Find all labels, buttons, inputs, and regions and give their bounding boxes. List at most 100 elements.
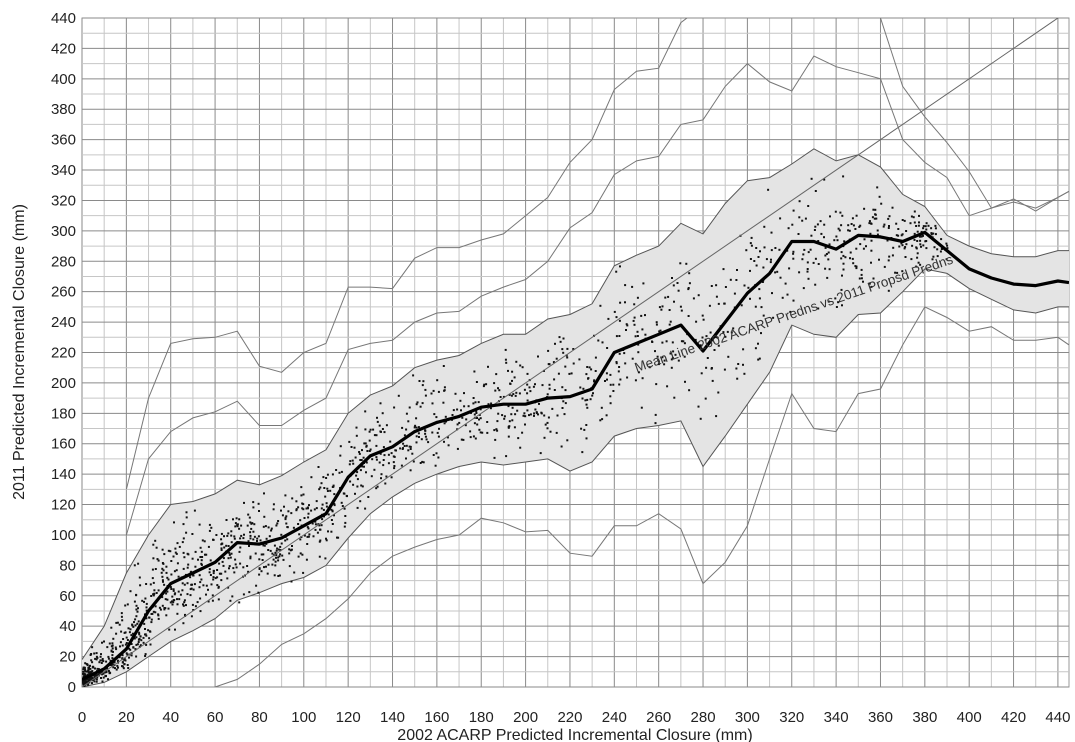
scatter-point <box>802 253 805 256</box>
scatter-point <box>507 405 510 408</box>
scatter-point <box>93 675 96 678</box>
scatter-point <box>189 588 192 591</box>
x-tick-label: 300 <box>735 709 760 726</box>
band-area <box>82 148 1069 687</box>
scatter-point <box>231 595 234 598</box>
scatter-point <box>920 230 923 233</box>
scatter-point <box>687 315 690 317</box>
scatter-point <box>363 465 365 468</box>
scatter-point <box>537 413 539 416</box>
scatter-point <box>176 603 179 606</box>
scatter-point <box>98 661 101 664</box>
scatter-point <box>111 657 114 660</box>
scatter-point <box>168 628 171 631</box>
scatter-point <box>672 350 675 353</box>
scatter-point <box>290 580 293 583</box>
scatter-point <box>173 599 176 602</box>
scatter-point <box>198 586 201 589</box>
scatter-point <box>855 265 858 268</box>
scatter-point <box>129 628 132 631</box>
scatter-point <box>870 239 873 242</box>
scatter-point <box>606 378 608 381</box>
scatter-point <box>784 282 787 285</box>
scatter-point <box>792 299 795 302</box>
scatter-point <box>699 417 702 420</box>
y-tick-label: 40 <box>59 618 76 635</box>
scatter-point <box>851 257 854 260</box>
scatter-point <box>158 606 161 609</box>
scatter-point <box>262 553 265 556</box>
scatter-point <box>194 605 197 608</box>
scatter-point <box>499 396 502 398</box>
scatter-point <box>280 533 283 536</box>
y-tick-label: 140 <box>51 466 76 483</box>
scatter-point <box>474 437 477 440</box>
scatter-point <box>934 224 937 227</box>
scatter-point <box>584 399 587 402</box>
scatter-point <box>600 406 603 409</box>
scatter-point <box>668 323 671 326</box>
scatter-point <box>255 584 258 587</box>
scatter-point <box>566 439 569 442</box>
scatter-point <box>887 227 890 229</box>
scatter-point <box>813 229 816 231</box>
scatter-point <box>305 558 308 561</box>
scatter-point <box>170 573 173 576</box>
scatter-point <box>593 379 596 382</box>
scatter-point <box>179 593 182 596</box>
y-tick-label: 240 <box>51 314 76 331</box>
scatter-point <box>279 545 282 548</box>
scatter-point <box>331 523 334 525</box>
x-tick-label: 0 <box>78 709 86 726</box>
scatter-point <box>930 227 933 230</box>
scatter-point <box>641 377 644 380</box>
scatter-point <box>594 370 597 372</box>
scatter-point <box>339 445 342 448</box>
scatter-point <box>888 255 891 258</box>
scatter-point <box>172 555 175 558</box>
scatter-point <box>554 342 556 345</box>
scatter-point <box>918 214 920 217</box>
scatter-point <box>124 604 127 607</box>
scatter-point <box>945 242 948 245</box>
scatter-point <box>809 248 812 251</box>
scatter-point <box>581 397 584 400</box>
scatter-point <box>487 365 489 368</box>
scatter-point <box>383 454 386 457</box>
scatter-point <box>232 567 235 570</box>
scatter-point <box>934 227 937 230</box>
scatter-point <box>529 413 532 416</box>
scatter-point <box>274 564 277 567</box>
scatter-point <box>939 250 942 253</box>
scatter-point <box>101 672 104 675</box>
scatter-point <box>111 642 114 645</box>
scatter-point <box>230 541 233 544</box>
scatter-point <box>916 256 919 259</box>
scatter-point <box>145 634 148 637</box>
scatter-point <box>704 338 707 341</box>
scatter-point <box>152 557 155 560</box>
scatter-point <box>151 577 154 580</box>
scatter-point <box>279 553 282 556</box>
scatter-point <box>585 424 588 426</box>
scatter-point <box>824 254 827 257</box>
scatter-point <box>876 233 879 236</box>
scatter-point <box>330 519 333 521</box>
scatter-point <box>163 583 166 586</box>
scatter-point <box>916 240 919 242</box>
scatter-point <box>149 583 152 586</box>
scatter-point <box>127 627 130 630</box>
scatter-point <box>626 324 629 327</box>
scatter-point <box>424 429 427 432</box>
x-tick-label: 340 <box>824 709 849 726</box>
scatter-point <box>930 233 933 236</box>
scatter-point <box>882 225 885 228</box>
scatter-point <box>736 377 739 380</box>
scatter-point <box>275 524 278 527</box>
scatter-point <box>111 647 114 650</box>
scatter-point <box>673 300 675 303</box>
scatter-point <box>493 382 496 385</box>
scatter-point <box>605 414 608 417</box>
scatter-point <box>913 221 916 224</box>
scatter-point <box>214 577 217 580</box>
